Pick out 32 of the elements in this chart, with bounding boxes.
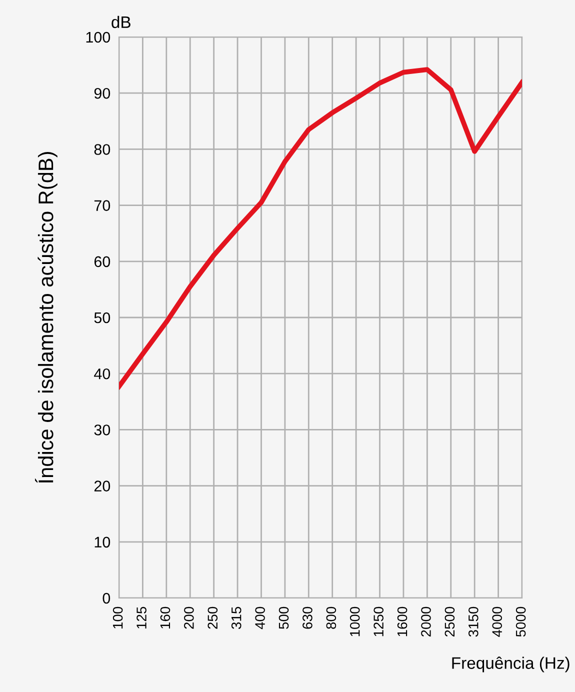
x-tick-label: 1000 (350, 606, 360, 636)
x-tick-label: 500 (278, 606, 289, 629)
y-axis-title: Índice de isolamento acústico R(dB) (35, 152, 58, 483)
y-tick-label: 0 (102, 592, 110, 604)
x-tick-label: 160 (160, 606, 170, 628)
y-tick-label: 70 (94, 200, 110, 211)
y-tick-label: 60 (94, 256, 110, 268)
y-tick-label: 30 (94, 424, 110, 436)
x-tick-label: 2000 (421, 606, 431, 637)
y-tick-label: 40 (94, 368, 110, 380)
x-tick-label: 2500 (444, 606, 455, 637)
x-tick-label: 4000 (492, 606, 502, 637)
y-tick-label: 50 (94, 312, 110, 324)
y-tick-label: 100 (86, 32, 110, 43)
y-tick-label: 90 (94, 88, 110, 99)
y-tick-label: 20 (94, 480, 110, 492)
x-tick-label: 125 (136, 606, 146, 628)
y-tick-label: 80 (94, 144, 110, 155)
x-tick-label: 400 (255, 606, 265, 630)
x-tick-label: 315 (231, 606, 242, 629)
x-tick-label: 200 (184, 606, 194, 629)
x-tick-label: 5000 (516, 606, 526, 637)
line-series (119, 67, 522, 389)
x-tick-label: 1250 (374, 606, 384, 636)
x-tick-label: 3150 (468, 606, 478, 637)
y-tick-label: 10 (94, 536, 110, 548)
x-axis-title: Frequência (Hz) (452, 656, 570, 672)
x-tick-label: 800 (326, 606, 336, 629)
x-tick-label: 250 (208, 606, 218, 629)
text: dB (112, 16, 130, 28)
x-tick-label: 1600 (397, 606, 408, 636)
x-tick-label: 630 (302, 606, 312, 629)
